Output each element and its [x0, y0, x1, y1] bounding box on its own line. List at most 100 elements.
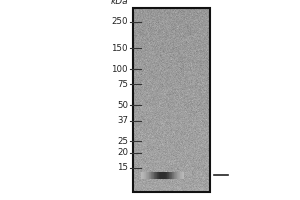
Bar: [169, 172, 170, 179]
Bar: [133, 180, 210, 181]
Bar: [133, 118, 210, 120]
Bar: [133, 14, 210, 15]
Bar: [133, 110, 210, 111]
Bar: [133, 175, 210, 176]
Bar: [148, 172, 149, 179]
Bar: [133, 111, 210, 112]
Bar: [178, 172, 179, 179]
Bar: [145, 172, 146, 179]
Bar: [133, 155, 210, 156]
Bar: [144, 172, 145, 179]
Bar: [133, 140, 210, 142]
Bar: [133, 113, 210, 115]
Bar: [133, 127, 210, 128]
Bar: [133, 62, 210, 63]
Bar: [133, 66, 210, 67]
Bar: [154, 172, 155, 179]
Bar: [133, 51, 210, 52]
Bar: [164, 172, 165, 179]
Bar: [168, 172, 169, 179]
Bar: [161, 172, 162, 179]
Text: 37: 37: [117, 116, 128, 125]
Bar: [133, 44, 210, 45]
Text: kDa: kDa: [110, 0, 128, 6]
Bar: [133, 166, 210, 167]
Bar: [133, 95, 210, 96]
Bar: [133, 15, 210, 17]
Bar: [133, 106, 210, 107]
Bar: [157, 172, 158, 179]
Bar: [133, 191, 210, 192]
Bar: [133, 177, 210, 179]
Bar: [133, 91, 210, 93]
Bar: [133, 117, 210, 118]
Bar: [133, 105, 210, 106]
Bar: [133, 147, 210, 148]
Bar: [133, 160, 210, 161]
Bar: [169, 172, 170, 179]
Bar: [133, 167, 210, 169]
Bar: [133, 186, 210, 187]
Text: 50: 50: [117, 101, 128, 110]
Bar: [133, 182, 210, 183]
Bar: [182, 172, 183, 179]
Bar: [133, 50, 210, 51]
Bar: [133, 134, 210, 136]
Bar: [133, 185, 210, 186]
Bar: [133, 46, 210, 47]
Bar: [133, 90, 210, 91]
Bar: [133, 58, 210, 60]
Bar: [133, 131, 210, 132]
Bar: [133, 31, 210, 33]
Bar: [133, 34, 210, 35]
Bar: [133, 121, 210, 122]
Bar: [133, 61, 210, 62]
Bar: [133, 120, 210, 121]
Bar: [133, 94, 210, 95]
Bar: [133, 80, 210, 82]
Bar: [133, 74, 210, 75]
Bar: [133, 122, 210, 123]
Bar: [133, 83, 210, 84]
Bar: [133, 136, 210, 137]
Text: 150: 150: [112, 44, 128, 53]
Bar: [133, 75, 210, 77]
Bar: [174, 172, 175, 179]
Text: 25: 25: [117, 137, 128, 146]
Bar: [133, 87, 210, 88]
Text: 250: 250: [112, 17, 128, 26]
Bar: [179, 172, 180, 179]
Bar: [133, 96, 210, 98]
Bar: [143, 172, 144, 179]
Bar: [133, 18, 210, 19]
Bar: [133, 102, 210, 104]
Bar: [158, 172, 159, 179]
Bar: [133, 85, 210, 87]
Bar: [163, 172, 164, 179]
Bar: [133, 39, 210, 40]
Bar: [176, 172, 177, 179]
Bar: [133, 125, 210, 126]
Bar: [133, 133, 210, 134]
Text: 100: 100: [112, 65, 128, 74]
Bar: [133, 57, 210, 58]
Bar: [133, 42, 210, 44]
Bar: [133, 150, 210, 152]
Bar: [133, 112, 210, 113]
Bar: [133, 128, 210, 129]
Bar: [133, 163, 210, 164]
Bar: [133, 79, 210, 80]
Bar: [133, 8, 210, 192]
Bar: [133, 165, 210, 166]
Bar: [133, 68, 210, 69]
Bar: [151, 172, 152, 179]
Bar: [133, 145, 210, 147]
Bar: [133, 93, 210, 94]
Bar: [133, 41, 210, 42]
Bar: [133, 171, 210, 172]
Bar: [133, 190, 210, 191]
Bar: [133, 129, 210, 131]
Bar: [133, 25, 210, 26]
Bar: [133, 35, 210, 36]
Bar: [133, 116, 210, 117]
